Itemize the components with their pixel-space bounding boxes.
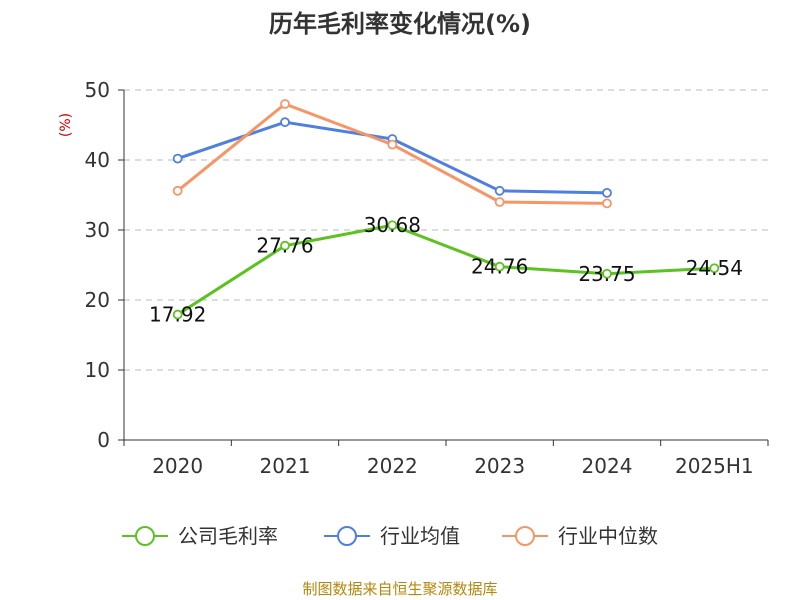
data-point — [602, 198, 612, 209]
series-lines — [172, 99, 720, 320]
y-tick-label: 40 — [85, 148, 110, 172]
series-3 — [172, 99, 612, 209]
legend-item: 行业中位数 — [502, 524, 658, 548]
data-point — [172, 153, 183, 164]
series-line — [176, 223, 715, 316]
x-tick-label: 2021 — [260, 454, 311, 478]
legend: 公司毛利率 行业均值 行业中位数 — [122, 524, 658, 548]
chart-title: 历年毛利率变化情况(%) — [269, 10, 531, 38]
x-tick-label: 2020 — [152, 454, 203, 478]
data-point — [280, 117, 290, 128]
legend-label: 行业均值 — [380, 524, 460, 548]
source-note: 制图数据来自恒生聚源数据库 — [302, 580, 497, 598]
legend-marker — [515, 526, 535, 546]
series-2 — [172, 117, 612, 198]
data-point — [280, 240, 290, 251]
data-point — [602, 268, 612, 279]
data-point — [172, 309, 183, 320]
grid-lines — [124, 89, 768, 371]
x-tick-label: 2024 — [582, 454, 633, 478]
x-tick-label: 2023 — [474, 454, 525, 478]
data-point — [709, 263, 720, 274]
series-line — [177, 120, 608, 195]
data-point — [172, 185, 183, 196]
y-tick-label: 50 — [85, 78, 110, 102]
data-point — [602, 187, 612, 198]
legend-marker — [135, 526, 155, 546]
data-labels: 17.92 27.76 30.68 24.76 23.75 24.54 — [149, 213, 743, 326]
legend-marker — [337, 526, 357, 546]
series-line — [176, 102, 608, 205]
data-label: 17.92 — [149, 303, 206, 327]
data-point — [494, 261, 505, 272]
data-point — [280, 99, 290, 109]
data-point — [494, 185, 505, 196]
x-tick-label: 2022 — [367, 454, 418, 478]
legend-label: 行业中位数 — [558, 524, 658, 548]
data-label: 24.54 — [686, 256, 743, 280]
axes: 0 10 20 30 40 50 2020 2021 2022 2023 2024 2025H1 — [85, 78, 769, 478]
y-tick-label: 30 — [85, 218, 110, 242]
y-tick-label: 10 — [85, 358, 110, 382]
data-label: 23.75 — [578, 262, 635, 286]
y-tick-label: 0 — [97, 428, 110, 452]
data-point — [387, 220, 398, 231]
data-point — [387, 139, 398, 150]
y-axis-unit: (%) — [58, 113, 74, 137]
series-1 — [172, 220, 720, 320]
x-tick-label: 2025H1 — [675, 454, 754, 478]
data-label: 30.68 — [364, 213, 421, 237]
data-point — [494, 197, 505, 207]
data-label: 24.76 — [471, 255, 528, 279]
legend-item: 行业均值 — [324, 524, 460, 548]
y-tick-label: 20 — [85, 288, 110, 312]
legend-item: 公司毛利率 — [122, 524, 278, 548]
data-label: 27.76 — [256, 234, 313, 258]
legend-label: 公司毛利率 — [178, 524, 278, 548]
